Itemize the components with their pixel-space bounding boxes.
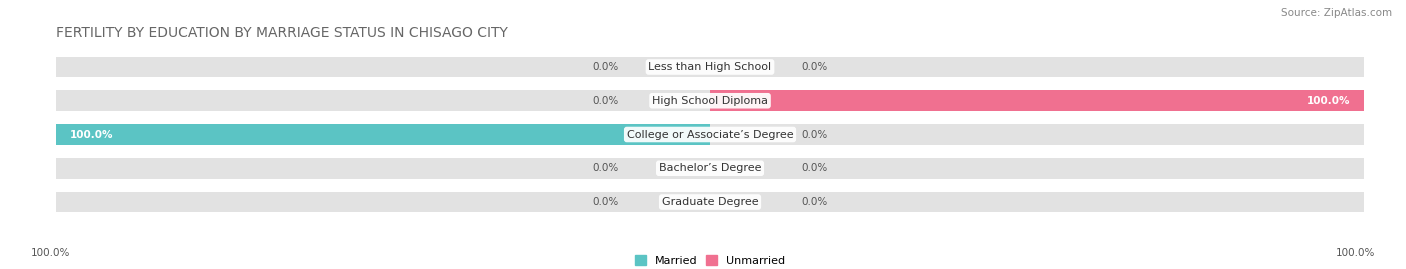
Bar xyxy=(710,90,1364,111)
Text: College or Associate’s Degree: College or Associate’s Degree xyxy=(627,129,793,140)
Text: 0.0%: 0.0% xyxy=(801,197,828,207)
Bar xyxy=(56,124,710,145)
Text: Bachelor’s Degree: Bachelor’s Degree xyxy=(659,163,761,173)
Text: FERTILITY BY EDUCATION BY MARRIAGE STATUS IN CHISAGO CITY: FERTILITY BY EDUCATION BY MARRIAGE STATU… xyxy=(56,26,508,40)
Text: 0.0%: 0.0% xyxy=(592,163,619,173)
Text: 100.0%: 100.0% xyxy=(69,129,112,140)
Text: 100.0%: 100.0% xyxy=(1336,248,1375,258)
Text: 100.0%: 100.0% xyxy=(1308,96,1351,106)
Text: High School Diploma: High School Diploma xyxy=(652,96,768,106)
Legend: Married, Unmarried: Married, Unmarried xyxy=(630,250,790,269)
Text: 0.0%: 0.0% xyxy=(592,197,619,207)
Text: Source: ZipAtlas.com: Source: ZipAtlas.com xyxy=(1281,8,1392,18)
Text: 0.0%: 0.0% xyxy=(592,96,619,106)
Text: 100.0%: 100.0% xyxy=(31,248,70,258)
Text: 0.0%: 0.0% xyxy=(801,129,828,140)
Text: Graduate Degree: Graduate Degree xyxy=(662,197,758,207)
Text: 0.0%: 0.0% xyxy=(801,62,828,72)
Bar xyxy=(56,158,1364,179)
Bar xyxy=(56,192,1364,213)
Text: Less than High School: Less than High School xyxy=(648,62,772,72)
Bar xyxy=(56,90,1364,111)
Bar xyxy=(56,124,1364,145)
Text: 0.0%: 0.0% xyxy=(801,163,828,173)
Bar xyxy=(56,56,1364,77)
Text: 0.0%: 0.0% xyxy=(592,62,619,72)
